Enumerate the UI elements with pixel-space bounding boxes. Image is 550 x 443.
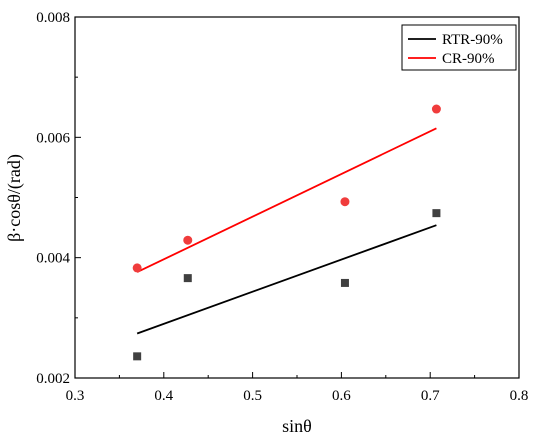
legend: RTR-90% CR-90% [401, 24, 517, 71]
x-tick-label: 0.3 [66, 388, 85, 404]
plot-frame [74, 16, 520, 379]
legend-label-cr-90: CR-90% [442, 51, 495, 67]
x-tick-label: 0.5 [243, 388, 262, 404]
data-point-cr-90 [431, 104, 441, 114]
fit-lines-layer [136, 127, 437, 335]
data-point-cr-90 [183, 235, 193, 245]
plot-frame-layer [74, 16, 520, 379]
y-tick-label: 0.004 [36, 251, 70, 267]
y-tick-label: 0.008 [36, 10, 70, 26]
x-axis-title: sinθ [282, 416, 312, 436]
points-layer [132, 104, 441, 361]
data-point-cr-90 [340, 197, 350, 207]
data-point-rtr-90 [340, 278, 349, 287]
y-tick-label: 0.006 [36, 130, 70, 146]
legend-label-rtr-90: RTR-90% [442, 32, 503, 48]
legend-box [401, 24, 517, 71]
data-point-rtr-90 [183, 274, 192, 283]
ticks-layer: 0.3 0.4 0.5 0.6 0.7 0.8 0.002 0.004 0.006 0.008 [36, 10, 528, 404]
y-axis-title: β·cosθ/(rad) [4, 154, 25, 242]
x-tick-label: 0.4 [154, 388, 173, 404]
x-tick-label: 0.6 [332, 388, 351, 404]
x-tick-label: 0.7 [421, 388, 440, 404]
y-tick-label: 0.002 [36, 371, 70, 387]
data-point-cr-90 [132, 263, 142, 273]
data-point-rtr-90 [133, 352, 142, 361]
data-point-rtr-90 [432, 209, 441, 218]
fit-line-rtr-90 [136, 224, 437, 335]
x-tick-label: 0.8 [510, 388, 529, 404]
fit-line-cr-90 [136, 127, 437, 273]
